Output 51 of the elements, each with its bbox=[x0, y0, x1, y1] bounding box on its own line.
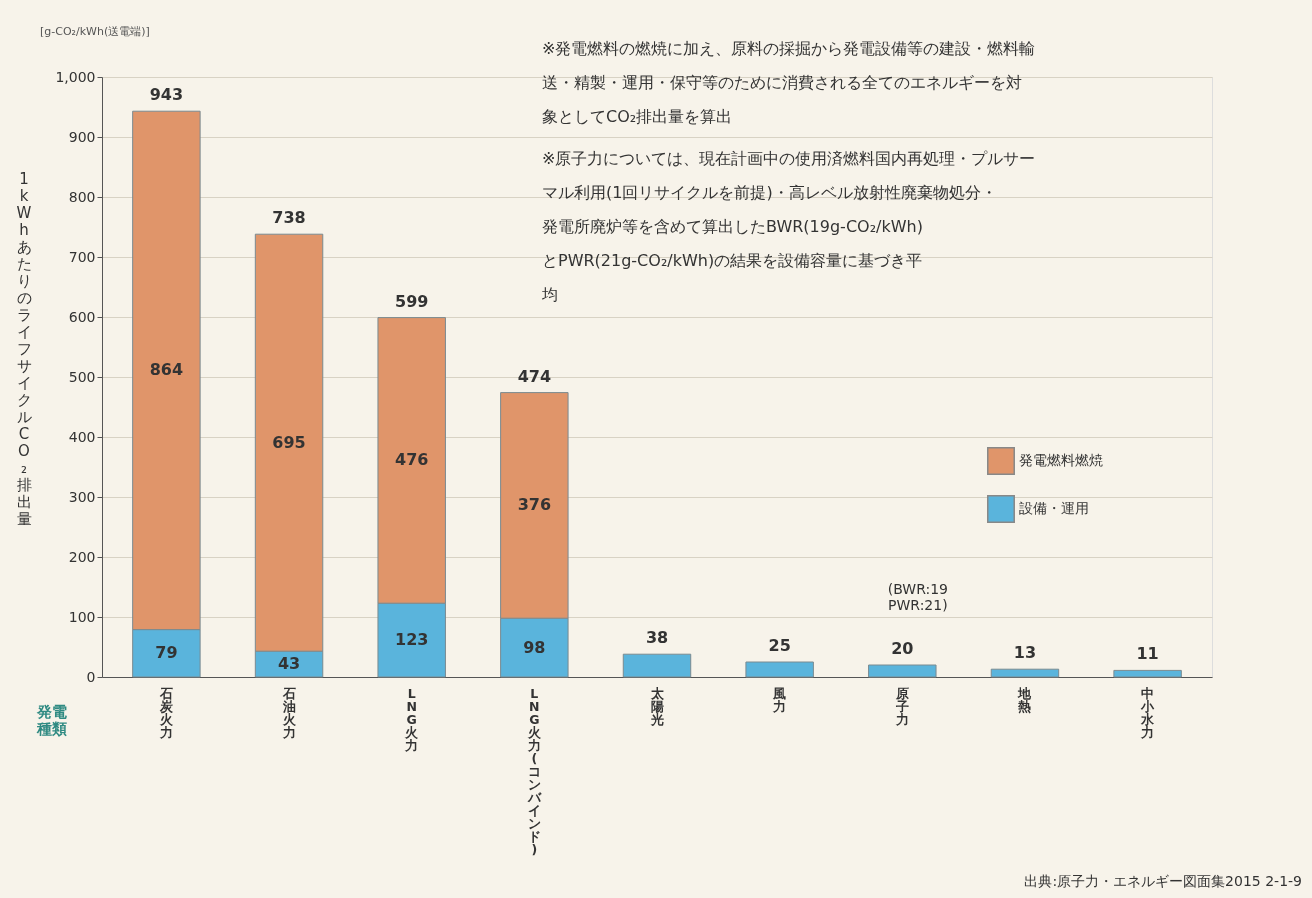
total-label: 20 bbox=[891, 639, 914, 658]
bar bbox=[1113, 669, 1182, 678]
total-label: 25 bbox=[768, 636, 791, 655]
annotation: ※発電燃料の燃焼に加え、原料の採掘から発電設備等の建設・燃料輸送・精製・運用・保守等のために消費される全てのエネルギーを対象としてCO₂排出量を算出 bbox=[542, 39, 1036, 126]
x-tick-label: 中小水力 bbox=[1140, 685, 1156, 740]
total-label: 599 bbox=[394, 291, 429, 311]
category-label: LNG火力(コンバインド) bbox=[527, 685, 541, 857]
text: 1kWhあたりのライフサイクルCO₂排出量 bbox=[16, 170, 32, 528]
bar bbox=[868, 664, 937, 678]
total-label: 738 bbox=[272, 208, 306, 228]
y-tick-label: 700 bbox=[68, 248, 96, 265]
data-label: 476 bbox=[394, 450, 429, 470]
data-label: 695 bbox=[272, 432, 306, 452]
bar bbox=[990, 668, 1060, 678]
y-tick-label: 400 bbox=[68, 428, 96, 445]
y-tick-label: 0 bbox=[86, 668, 96, 685]
annotation: ※原子力については、現在計画中の使用済燃料国内再処理・プルサーマル利用(1回リサイクルを前提)・高レベル放射性廃棄物処分・発電所廃炉等を含めて算出したBWR(19g-CO₂/kWh)とPWR(21g-CO₂/kWh)の結果を設備容量に基づき平均 bbox=[541, 149, 1036, 304]
data-label: 376 bbox=[517, 495, 552, 515]
text: [g-CO₂/kWh(送電端)] bbox=[40, 25, 150, 38]
y-tick-label: 300 bbox=[68, 488, 96, 505]
x-tick-label: 石炭火力 bbox=[158, 685, 174, 740]
source-note: 出典:原子力・エネルギー図面集2015 2-1-9 bbox=[1024, 873, 1302, 889]
y-tick-label: 200 bbox=[68, 548, 96, 565]
data-label: 123 bbox=[394, 630, 429, 650]
x-tick-label: 太陽光 bbox=[649, 685, 665, 727]
y-tick-label: 100 bbox=[68, 608, 96, 625]
total-label: 38 bbox=[645, 628, 669, 648]
data-label: 98 bbox=[523, 637, 546, 657]
x-tick-label: 原子力 bbox=[894, 685, 909, 727]
y-tick-label: 600 bbox=[68, 308, 96, 325]
x-tick-label: LNG火力 bbox=[404, 685, 420, 753]
y-tick-label: 1,000 bbox=[55, 68, 96, 85]
total-label: 13 bbox=[1013, 643, 1037, 663]
bar bbox=[745, 661, 814, 678]
x-tick-label: 風力 bbox=[772, 685, 787, 714]
x-tick-label: 石油火力 bbox=[281, 685, 297, 740]
total-label: 943 bbox=[149, 85, 184, 105]
y-tick-label: 900 bbox=[68, 128, 96, 145]
total-label: 474 bbox=[517, 366, 552, 386]
x-tick-label: 地熱 bbox=[1017, 685, 1033, 714]
total-label: 11 bbox=[1136, 644, 1159, 664]
x-axis-title: 発電種類 bbox=[36, 703, 67, 738]
legend-label: 発電燃料燃焼 bbox=[1019, 452, 1103, 468]
bar bbox=[622, 653, 692, 678]
data-label: 79 bbox=[155, 643, 178, 663]
data-label: 43 bbox=[277, 654, 301, 674]
y-tick-label: 500 bbox=[68, 368, 96, 385]
data-label: 864 bbox=[149, 360, 184, 380]
annotation: (BWR:19 PWR:21) bbox=[887, 581, 948, 613]
y-tick-label: 800 bbox=[68, 188, 96, 205]
legend-label: 設備・運用 bbox=[1019, 500, 1089, 516]
